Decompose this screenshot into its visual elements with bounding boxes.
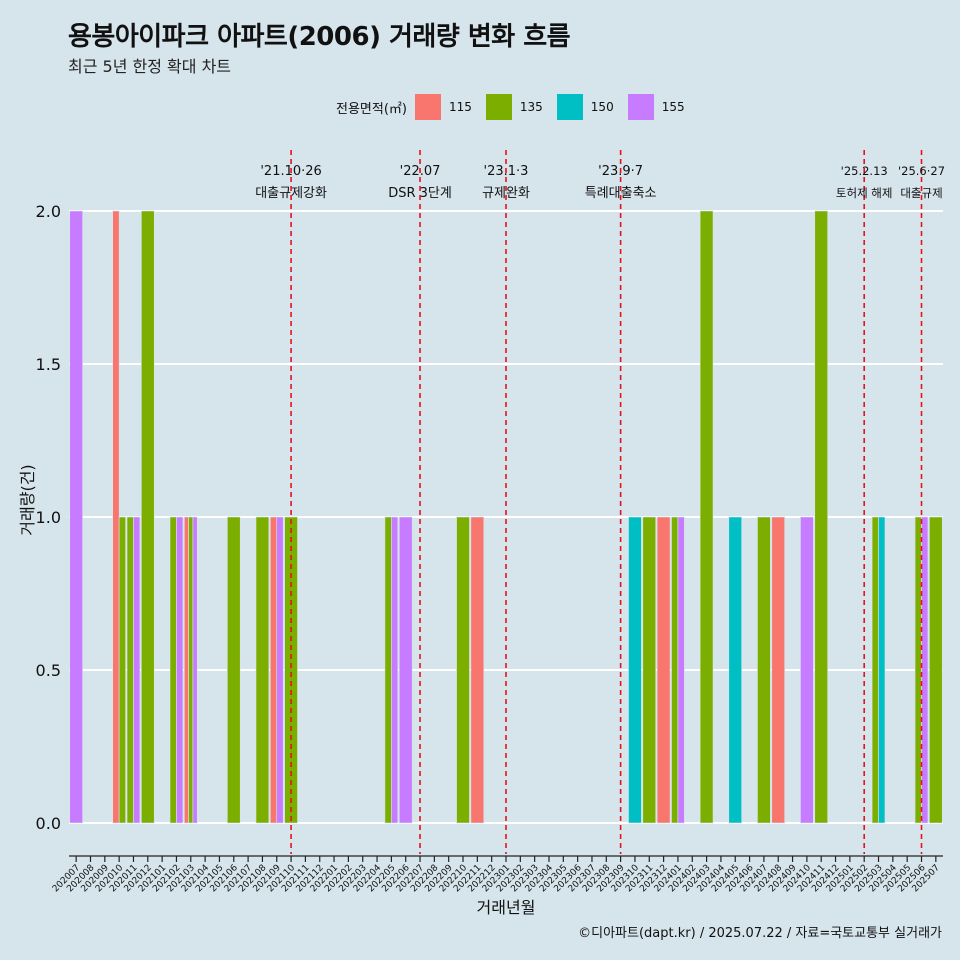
legend-key-135 [485,94,512,120]
bar-202108-135 [255,516,270,824]
event-label: 규제완화 [482,186,530,201]
legend-label-150: 150 [590,100,614,114]
y-axis-title: 거래량(건) [18,464,37,535]
chart-subtitle: 최근 5년 한정 확대 차트 [68,57,232,76]
bar-202211-115 [470,516,485,824]
event-label: DSR 3단계 [388,186,452,201]
bar-202102-135 [169,516,177,824]
bar-202010-115 [112,210,120,824]
event-date-label: '25.2.13 [841,164,888,178]
bar-202206-155 [398,516,413,824]
bar-202503-150 [878,516,886,824]
x-axis-title: 거래년월 [477,898,536,917]
bar-202311-135 [642,516,657,824]
event-label: 토허제 해제 [836,186,893,200]
legend-key-155 [627,94,654,120]
y-tick-label: 1.5 [36,355,61,374]
bar-202205-135 [384,516,392,824]
bar-202401-155 [677,516,685,824]
y-tick-label: 0.0 [36,814,61,833]
bar-202506-135 [914,516,922,824]
y-tick-label: 0.5 [36,661,61,680]
legend: 전용면적(㎡) 115 135 150 155 [336,93,699,121]
bar-202012-135 [141,210,155,824]
bar-202103-135 [188,516,194,824]
event-date-label: '23.1·3 [484,164,529,179]
y-tick-label: 1.0 [36,508,61,527]
bar-202011-135 [126,516,134,824]
bar-202401-135 [671,516,679,824]
bar-202102-155 [176,516,184,824]
bar-202312-115 [656,516,671,824]
event-label: 특례대출축소 [585,186,657,201]
bar-202205-155 [391,516,399,824]
event-label: 대출규제 [900,186,942,200]
bar-202403-135 [699,210,714,824]
legend-key-150 [556,94,583,120]
bar-202010-135 [118,516,126,824]
bar-202506-155 [921,516,929,824]
legend-label-155: 155 [661,100,685,114]
event-date-label: '22.07 [400,164,441,179]
bar-202310-150 [628,516,642,824]
bar-202103-115 [184,516,189,824]
event-date-label: '25.6·27 [898,164,945,178]
chart-title: 용봉아이파크 아파트(2006) 거래량 변화 흐름 [68,22,571,52]
legend-label-115: 115 [448,100,472,114]
y-tick-label: 2.0 [36,202,61,221]
bar-202109-155 [276,516,284,824]
bar-202011-155 [133,516,141,824]
legend-key-115 [414,94,441,120]
source-caption: ©디아파트(dapt.kr) / 2025.07.22 / 자료=국토교통부 실… [578,926,942,941]
event-label: 대출규제강화 [255,186,327,201]
bar-202210-135 [456,516,470,824]
bar-202007-155 [69,210,83,824]
bar-202407-135 [757,516,771,824]
bar-202103-155 [192,516,198,824]
bar-202408-115 [771,516,785,824]
legend-label-135: 135 [519,100,543,114]
legend-title: 전용면적(㎡) [336,101,407,117]
bar-202109-115 [270,516,278,824]
bar-202405-150 [728,516,742,824]
bar-202106-135 [227,516,241,824]
event-date-label: '23.9·7 [598,164,643,179]
bar-202110-135 [284,516,298,824]
bar-202503-135 [871,516,879,824]
bar-202507-135 [929,516,943,824]
bar-202411-135 [814,210,828,824]
event-date-label: '21.10·26 [260,164,321,179]
bar-202410-155 [800,516,814,824]
